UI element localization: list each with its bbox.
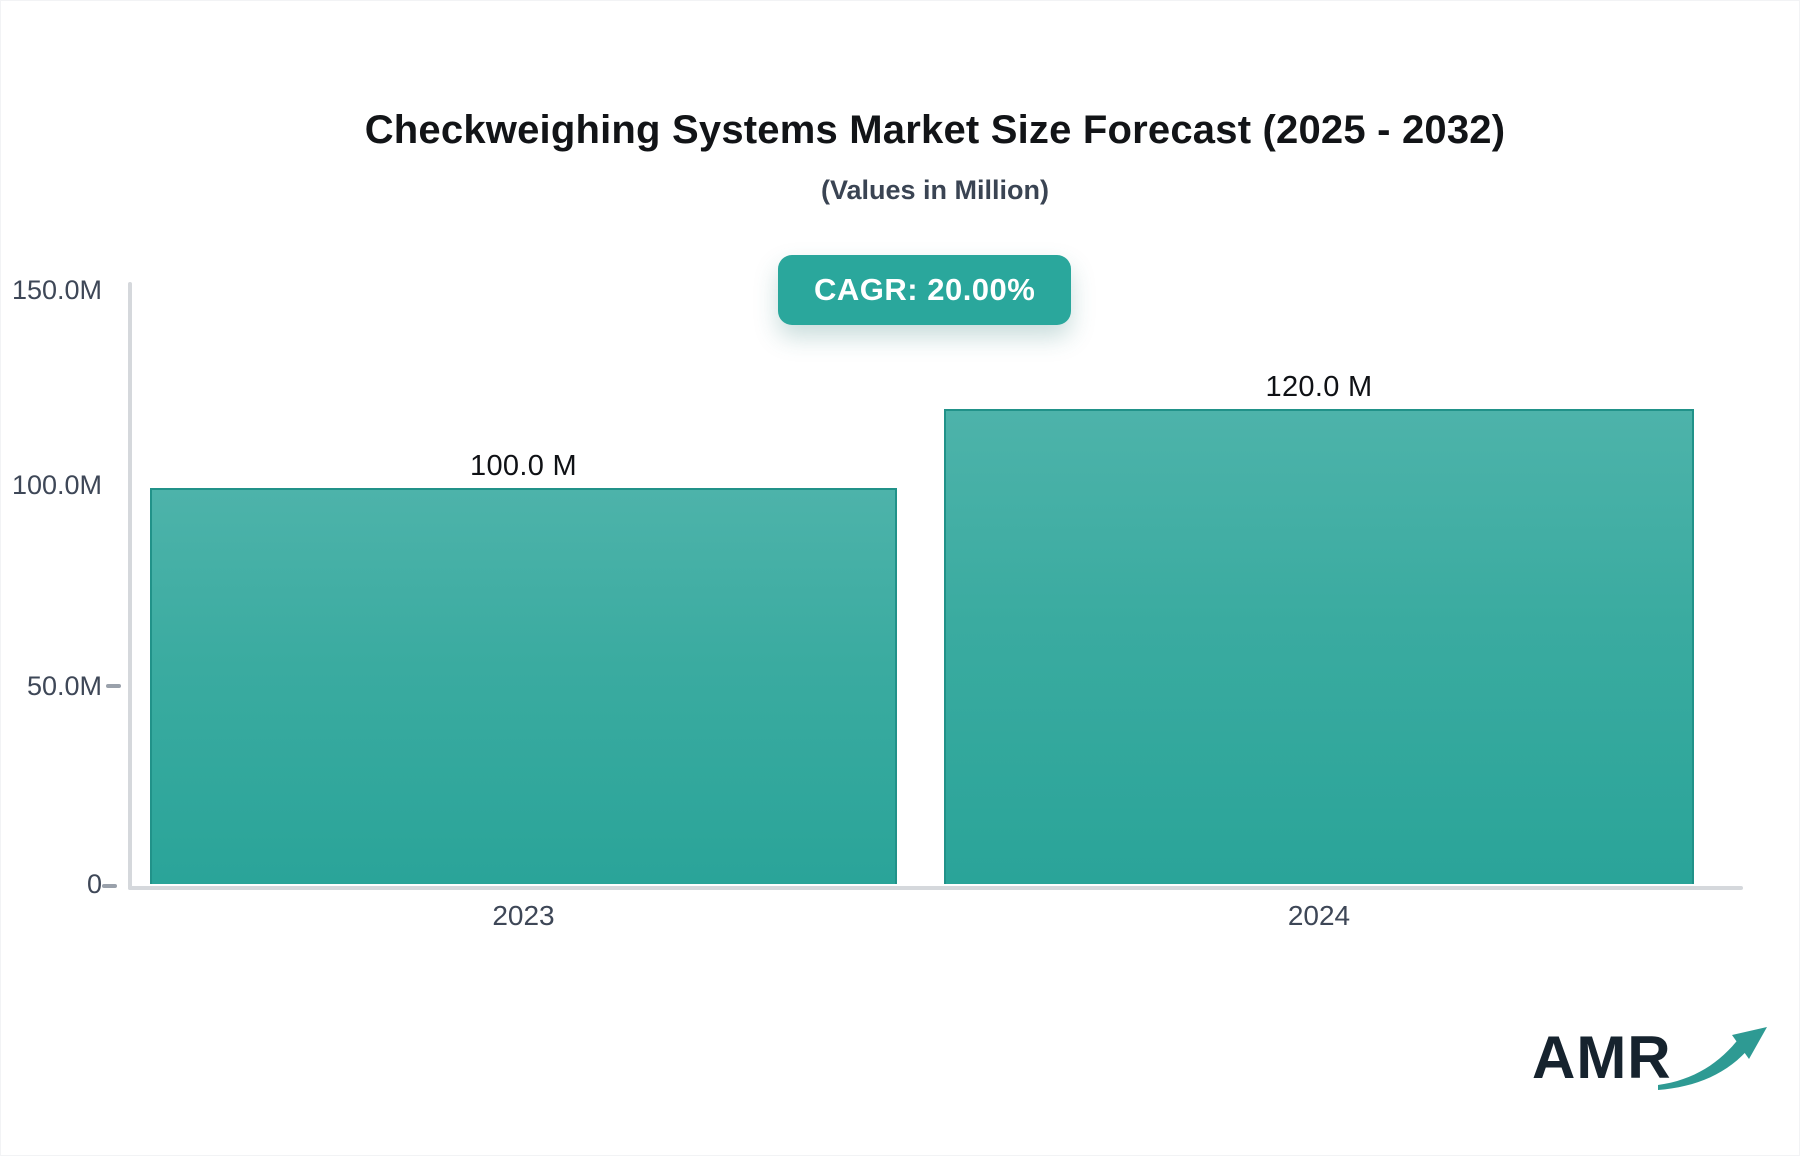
bar-2024[interactable] bbox=[944, 409, 1694, 884]
bar-2023[interactable] bbox=[150, 488, 897, 884]
x-category-label-2023: 2023 bbox=[492, 900, 555, 931]
amr-logo: AMR bbox=[1532, 1026, 1768, 1090]
y-tick-label-100: 100.0M bbox=[11, 470, 102, 500]
cagr-badge: CAGR: 20.00% bbox=[778, 255, 1072, 325]
y-tick-label-150: 150.0M bbox=[11, 275, 102, 305]
y-tick-mark-50 bbox=[106, 684, 121, 688]
chart-title: Checkweighing Systems Market Size Foreca… bbox=[364, 108, 1506, 152]
y-axis-line bbox=[128, 282, 132, 890]
chart-header: Checkweighing Systems Market Size Foreca… bbox=[130, 108, 1740, 206]
y-tick-label-50: 50.0M bbox=[26, 671, 102, 701]
y-tick-label-0: 0 bbox=[86, 869, 102, 899]
bar-group-2024: 120.0 M bbox=[944, 370, 1694, 884]
y-tick-mark-0 bbox=[102, 884, 117, 888]
chart-subtitle: (Values in Million) bbox=[820, 175, 1050, 205]
x-axis-baseline bbox=[128, 886, 1743, 890]
bar-value-label-2024: 120.0 M bbox=[1265, 371, 1373, 403]
bar-value-label-2023: 100.0 M bbox=[470, 450, 577, 482]
growth-arrow-icon bbox=[1657, 1027, 1767, 1090]
amr-logo-text: AMR bbox=[1532, 1024, 1672, 1091]
bar-group-2023: 100.0 M bbox=[150, 449, 897, 884]
x-category-label-2024: 2024 bbox=[1287, 900, 1351, 931]
